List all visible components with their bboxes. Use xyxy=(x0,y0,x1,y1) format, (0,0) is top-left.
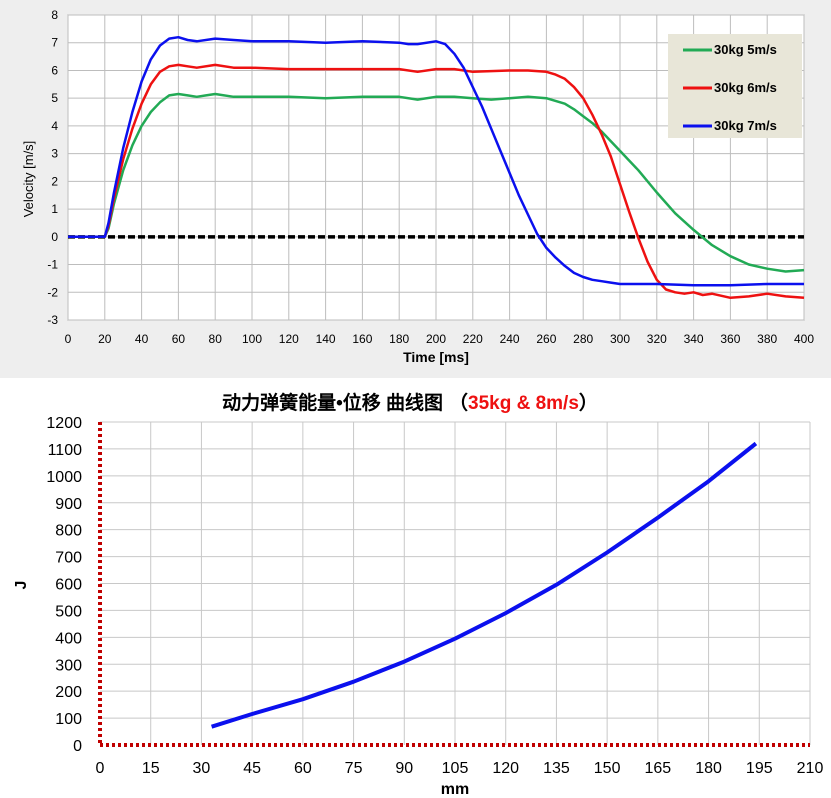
chart1-x-tick-label: 0 xyxy=(65,332,72,346)
chart1-y-tick-label: 6 xyxy=(51,63,58,77)
chart2-x-tick-label: 195 xyxy=(746,760,773,777)
chart2-x-tick-label: 210 xyxy=(797,760,824,777)
chart1-x-tick-label: 120 xyxy=(279,332,299,346)
chart2-title-highlight: 35kg & 8m/s xyxy=(468,393,579,414)
chart2-x-tick-label: 60 xyxy=(294,760,312,777)
chart2-y-tick-label: 900 xyxy=(55,496,82,513)
chart2-y-tick-label: 700 xyxy=(55,550,82,567)
chart1-y-tick-label: -3 xyxy=(47,313,58,327)
chart2-x-tick-label: 150 xyxy=(594,760,621,777)
chart1-y-tick-label: 4 xyxy=(51,119,58,133)
chart1-legend-label: 30kg 5m/s xyxy=(714,42,777,57)
chart1-y-ticks: -3 -2 -1 0 1 2 3 4 5 6 7 8 xyxy=(47,8,58,327)
chart2-x-tick-label: 0 xyxy=(96,760,105,777)
chart1-series-line xyxy=(68,63,805,300)
chart1-y-tick-label: 7 xyxy=(51,36,58,50)
chart2-series-line xyxy=(211,441,758,729)
chart2-y-tick-label: 400 xyxy=(55,630,82,647)
chart1-x-ticks: 0 20 40 60 80 100 120 140 160 180 200 220 240 260 280 3… xyxy=(65,332,815,346)
chart1-y-axis-label: Velocity [m/s] xyxy=(21,141,36,218)
chart2-title-main: 动力弹簧能量•位移 曲线图 xyxy=(222,391,443,414)
chart1-x-tick-label: 220 xyxy=(463,332,483,346)
chart2-x-tick-label: 45 xyxy=(243,760,261,777)
chart1-x-tick-label: 140 xyxy=(316,332,336,346)
chart2-x-ticks: 0 15 30 45 60 75 90 105 120 135 150 165 180 195 210 xyxy=(96,760,824,777)
chart2-y-ticks: 0 100 200 300 400 500 600 700 800 900 1000 1100 1200 xyxy=(46,415,82,755)
chart2-x-tick-label: 75 xyxy=(345,760,363,777)
energy-displacement-chart: 动力弹簧能量•位移 曲线图 （35kg & 8m/s） 0 15 30 45 60 75 90… xyxy=(13,391,824,798)
chart2-y-tick-label: 800 xyxy=(55,523,82,540)
chart1-series xyxy=(68,35,805,300)
chart2-grid xyxy=(100,421,811,745)
chart1-x-tick-label: 340 xyxy=(684,332,704,346)
chart2-x-tick-label: 30 xyxy=(193,760,211,777)
chart1-x-tick-label: 240 xyxy=(500,332,520,346)
chart1-y-tick-label: 2 xyxy=(51,174,58,188)
chart2-y-tick-label: 500 xyxy=(55,603,82,620)
chart2-y-tick-label: 600 xyxy=(55,577,82,594)
chart1-x-tick-label: 360 xyxy=(720,332,740,346)
chart2-y-tick-label: 1000 xyxy=(46,469,82,486)
chart1-x-tick-label: 320 xyxy=(647,332,667,346)
chart1-x-tick-label: 380 xyxy=(757,332,777,346)
chart2-title-paren-close: ） xyxy=(579,391,598,414)
chart1-y-tick-label: 1 xyxy=(51,202,58,216)
chart1-x-tick-label: 180 xyxy=(389,332,409,346)
chart2-y-tick-label: 1100 xyxy=(48,442,83,459)
chart2-x-tick-label: 135 xyxy=(543,760,570,777)
chart1-y-tick-label: 5 xyxy=(51,91,58,105)
chart2-y-tick-label: 0 xyxy=(73,738,82,755)
chart1-x-tick-label: 300 xyxy=(610,332,630,346)
chart1-series-line xyxy=(68,35,804,287)
chart2-x-tick-label: 165 xyxy=(645,760,672,777)
chart1-series-line xyxy=(68,92,805,273)
chart1-x-tick-label: 60 xyxy=(172,332,186,346)
chart2-y-axis-label: J xyxy=(13,581,30,590)
chart2-title: 动力弹簧能量•位移 曲线图 （35kg & 8m/s） xyxy=(222,391,598,414)
chart2-x-axis-label: mm xyxy=(441,781,469,798)
chart2-x-tick-label: 15 xyxy=(142,760,160,777)
chart1-x-tick-label: 200 xyxy=(426,332,446,346)
chart1-legend-label: 30kg 6m/s xyxy=(714,80,777,95)
velocity-chart: 0 20 40 60 80 100 120 140 160 180 200 220 240 260 280 3… xyxy=(0,0,831,378)
chart1-y-tick-label: 0 xyxy=(51,230,58,244)
chart2-x-tick-label: 120 xyxy=(492,760,519,777)
chart1-x-tick-label: 160 xyxy=(352,332,372,346)
chart2-x-tick-label: 90 xyxy=(395,760,413,777)
chart1-x-axis-label: Time [ms] xyxy=(403,349,469,365)
chart1-legend-label: 30kg 7m/s xyxy=(714,118,777,133)
chart2-x-tick-label: 105 xyxy=(442,760,469,777)
chart1-x-tick-label: 20 xyxy=(98,332,112,346)
chart1-y-tick-label: -1 xyxy=(47,258,58,272)
chart1-legend: 30kg 5m/s 30kg 6m/s 30kg 7m/s xyxy=(668,34,802,138)
chart1-x-tick-label: 80 xyxy=(209,332,223,346)
chart2-title-paren-open: （ xyxy=(449,391,468,414)
chart1-y-tick-label: 3 xyxy=(51,147,58,161)
chart2-series xyxy=(211,441,758,729)
chart2-axes xyxy=(98,422,810,747)
chart1-x-tick-label: 100 xyxy=(242,332,262,346)
chart2-y-tick-label: 1200 xyxy=(46,415,82,432)
chart1-x-tick-label: 40 xyxy=(135,332,149,346)
chart2-x-tick-label: 180 xyxy=(695,760,722,777)
chart1-x-tick-label: 260 xyxy=(536,332,556,346)
chart1-x-tick-label: 400 xyxy=(794,332,814,346)
chart1-x-tick-label: 280 xyxy=(573,332,593,346)
chart2-y-tick-label: 100 xyxy=(55,711,82,728)
chart1-y-tick-label: -2 xyxy=(47,285,58,299)
chart1-y-tick-label: 8 xyxy=(51,8,58,22)
chart2-y-tick-label: 200 xyxy=(55,684,82,701)
chart2-y-tick-label: 300 xyxy=(55,657,82,674)
